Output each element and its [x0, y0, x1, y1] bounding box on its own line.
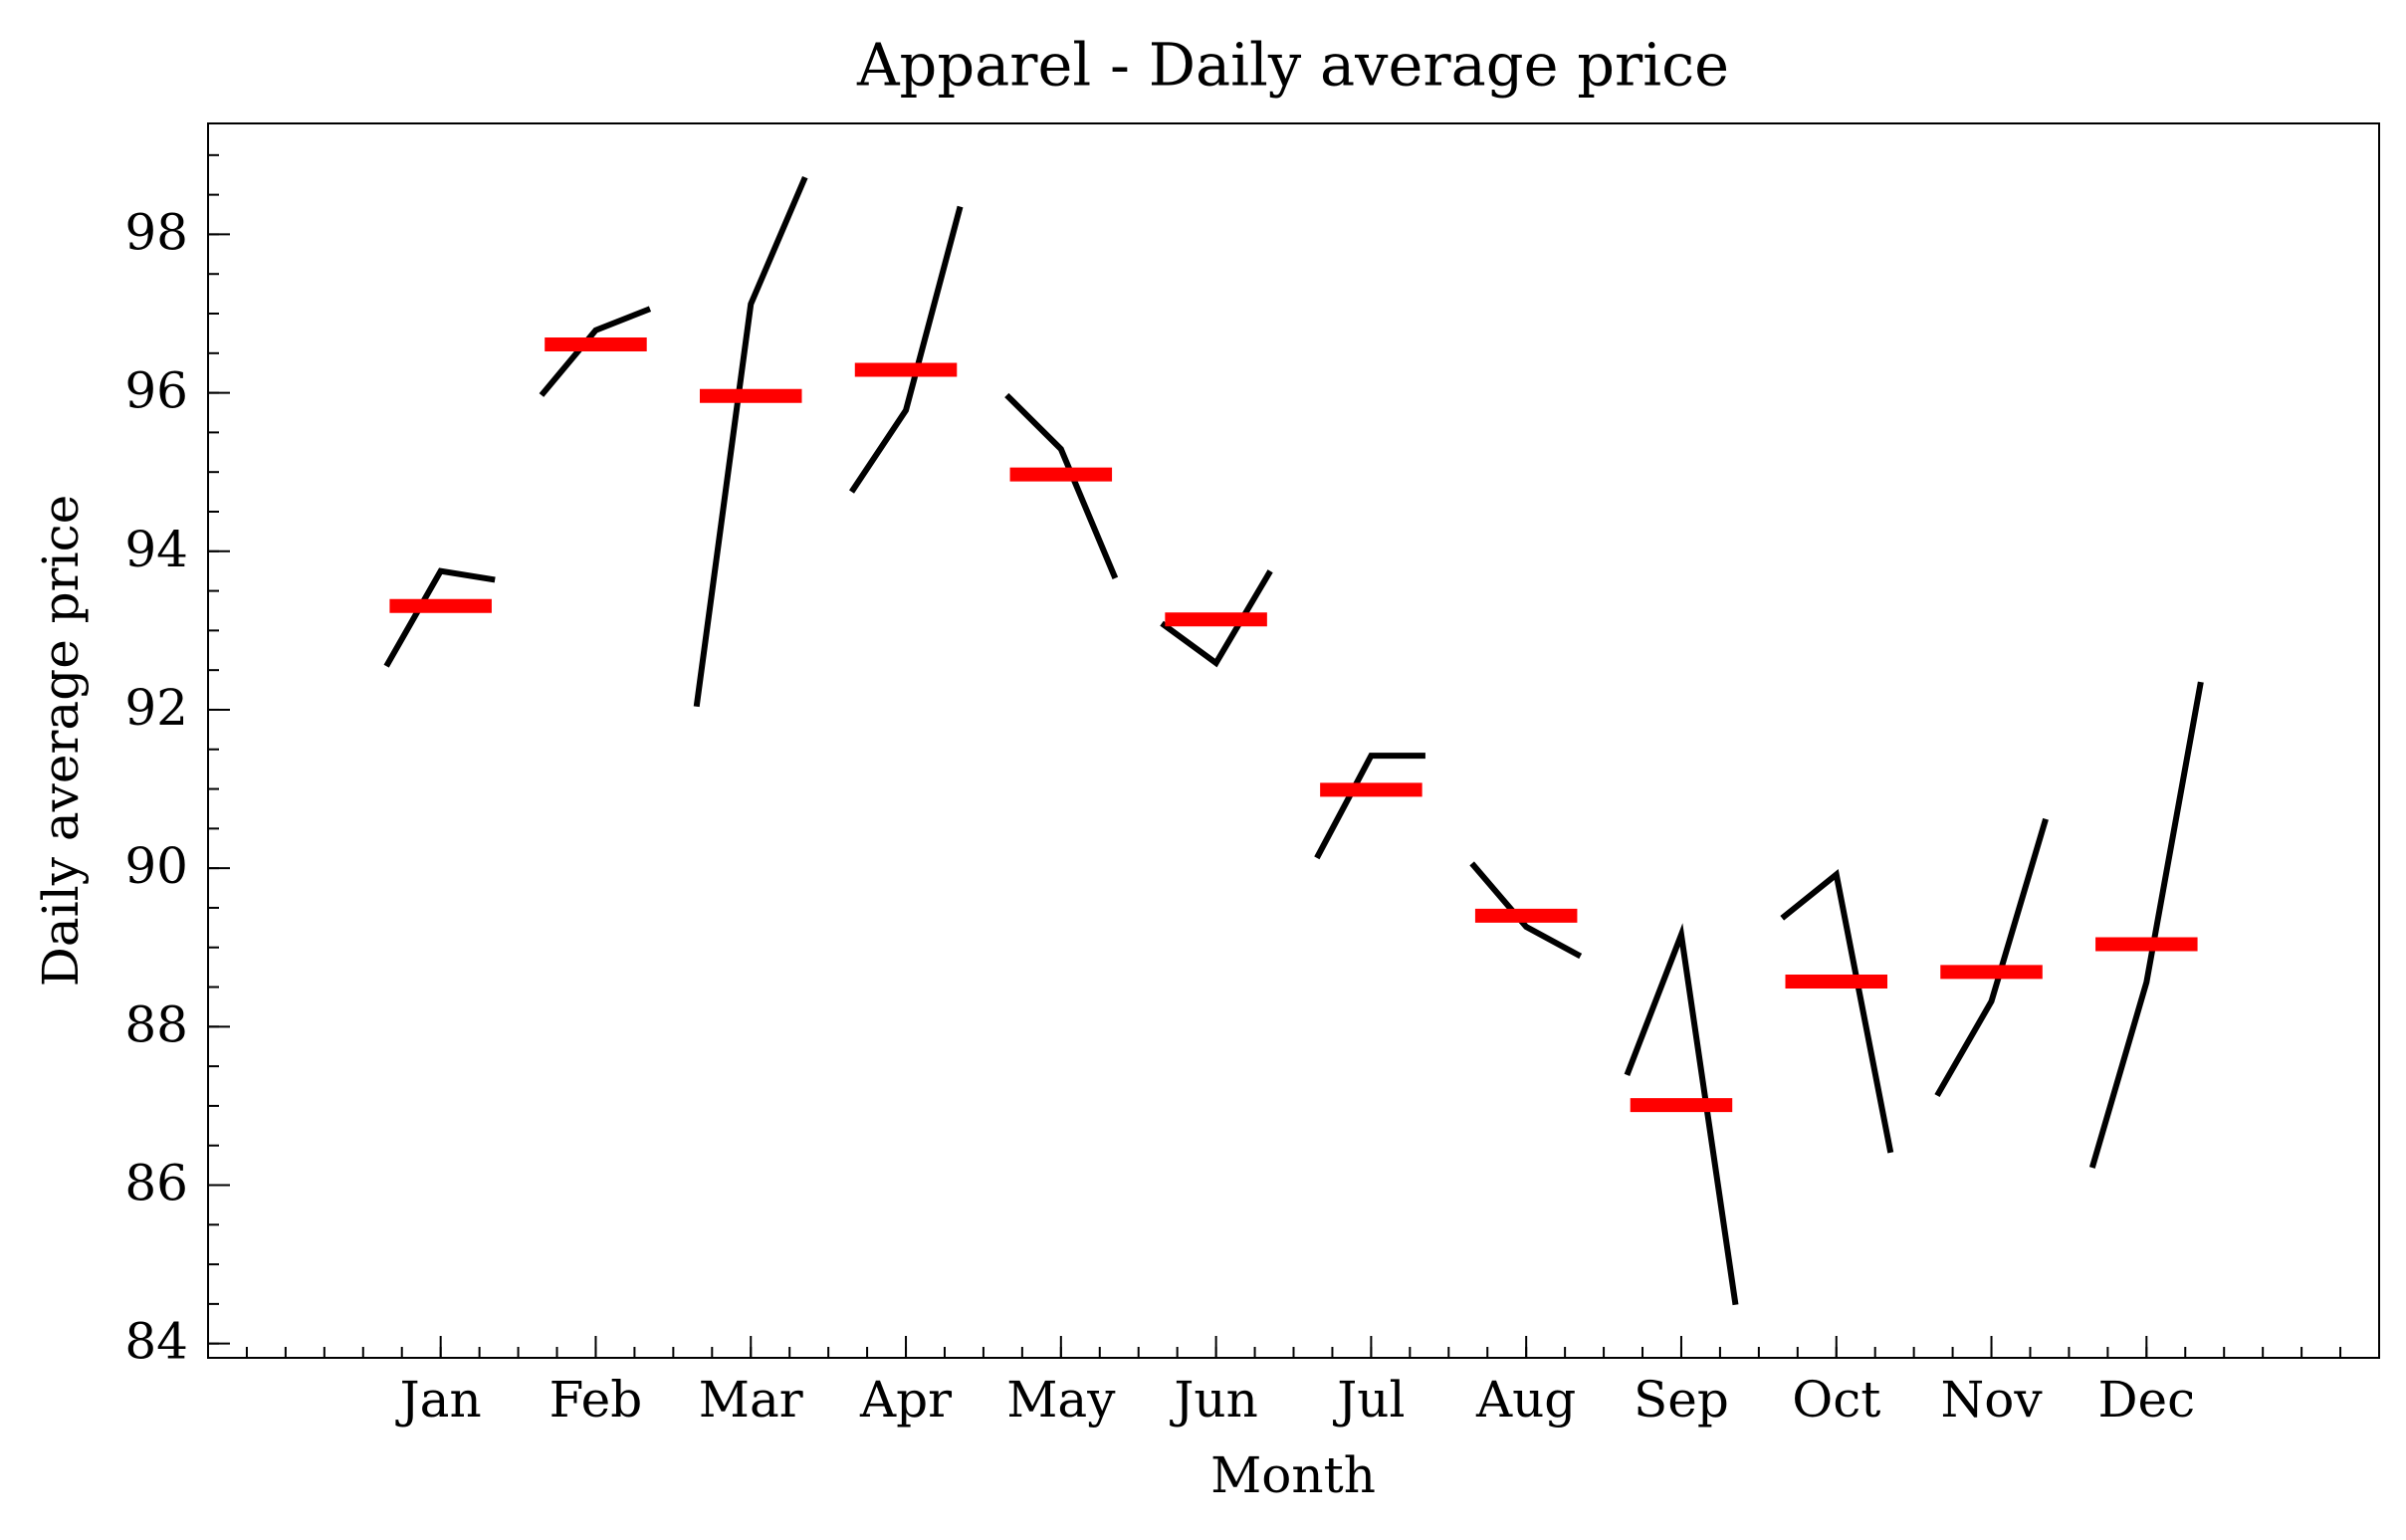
subseries-line	[1624, 923, 1739, 1306]
x-tick-label: Jan	[395, 1371, 482, 1429]
y-tick-label: 92	[124, 679, 188, 737]
y-tick-label: 84	[124, 1313, 188, 1371]
subseries-line	[849, 205, 964, 494]
subseries-line	[693, 175, 808, 708]
subseries-line	[1004, 392, 1119, 580]
x-tick-label: Nov	[1940, 1371, 2043, 1429]
x-axis-label: Month	[1210, 1446, 1376, 1504]
y-tick-label: 90	[124, 837, 188, 895]
subseries-line	[1934, 817, 2049, 1098]
y-tick-label: 96	[124, 362, 188, 420]
y-axis-label: Daily average price	[32, 495, 90, 987]
y-tick-label: 98	[124, 203, 188, 261]
x-tick-label: Apr	[859, 1371, 952, 1429]
subseries-line	[1469, 861, 1583, 960]
subseries-line	[539, 306, 652, 397]
x-tick-label: Jun	[1169, 1371, 1257, 1429]
subseries-line	[1314, 753, 1425, 860]
plot-frame	[207, 122, 2380, 1359]
x-tick-label: Mar	[699, 1371, 803, 1429]
x-tick-label: Oct	[1792, 1371, 1880, 1429]
subseries-line	[1160, 569, 1273, 668]
y-tick-label: 94	[124, 521, 188, 578]
x-tick-label: Dec	[2097, 1371, 2195, 1429]
x-tick-label: May	[1006, 1371, 1116, 1429]
y-tick-label: 88	[124, 995, 188, 1053]
subseries-line	[383, 567, 496, 668]
x-tick-label: Feb	[549, 1371, 643, 1429]
x-tick-label: Aug	[1475, 1371, 1576, 1429]
subseries-line	[1780, 869, 1894, 1154]
x-tick-label: Sep	[1634, 1371, 1729, 1429]
y-tick-label: 86	[124, 1154, 188, 1211]
x-tick-label: Jul	[1332, 1371, 1405, 1429]
chart-title: Apparel - Daily average price	[856, 31, 1729, 100]
subseries-line	[2088, 681, 2204, 1169]
